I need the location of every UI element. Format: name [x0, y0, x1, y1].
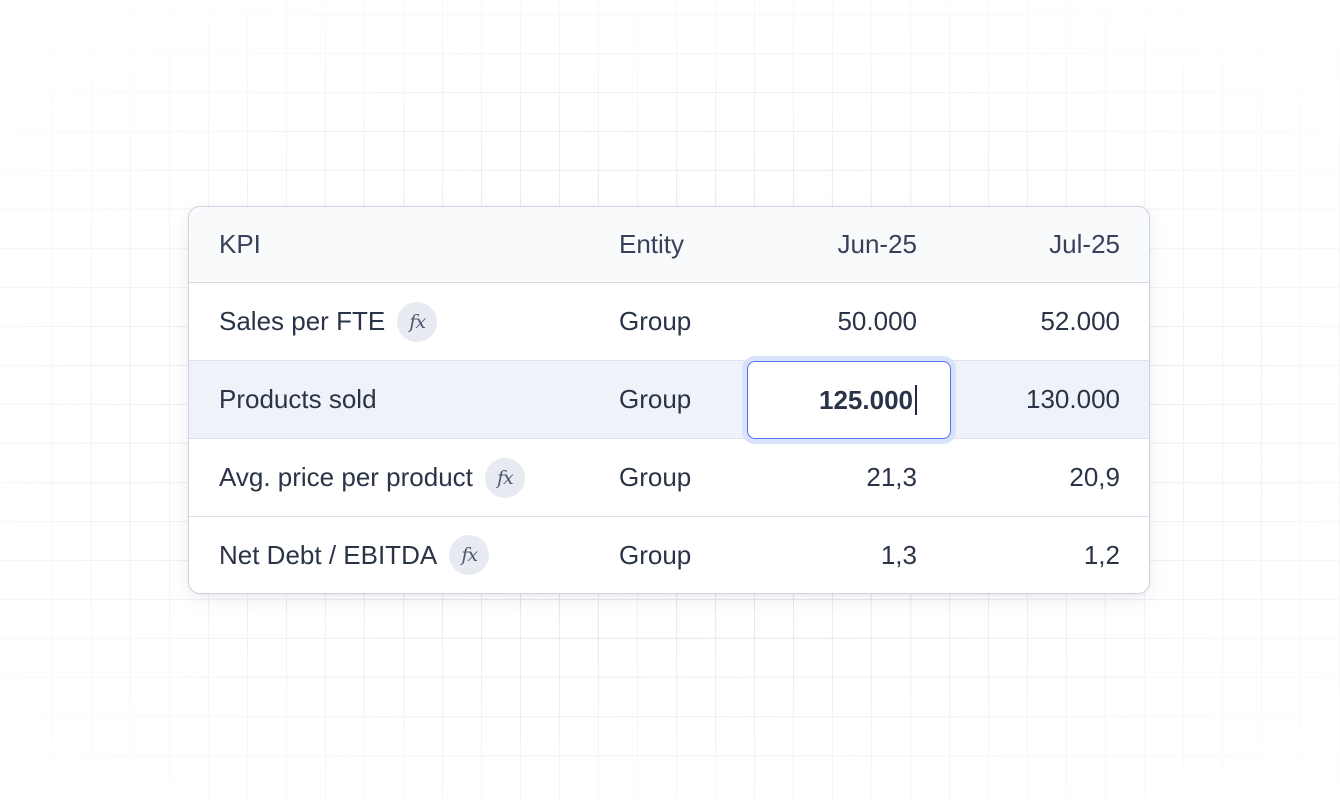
kpi-cell[interactable]: Sales per FTE fx [219, 301, 438, 342]
kpi-cell[interactable]: Products sold [219, 384, 377, 415]
value-cell-jul-25[interactable]: 52.000 [1040, 306, 1120, 336]
kpi-table: KPI Entity Jun-25 Jul-25 Sales per FTE f… [188, 206, 1150, 594]
entity-cell[interactable]: Group [619, 384, 692, 414]
kpi-cell[interactable]: Net Debt / EBITDA fx [219, 535, 490, 575]
value-cell-jun-25[interactable]: 50.000 [837, 306, 917, 336]
value-cell-jun-25[interactable]: 1,3 [880, 539, 917, 570]
header-jul-25[interactable]: Jul-25 [1049, 229, 1120, 259]
table-row[interactable]: Avg. price per product fx Group 21,3 20,… [189, 439, 1149, 517]
value-cell-jul-25[interactable]: 130.000 [1026, 384, 1120, 414]
header-jun-25[interactable]: Jun-25 [837, 229, 918, 259]
table-header: KPI Entity Jun-25 Jul-25 [189, 207, 1149, 283]
kpi-cell[interactable]: Avg. price per product fx [219, 457, 525, 498]
value-cell-jul-25[interactable]: 20,9 [1069, 462, 1120, 492]
entity-cell[interactable]: Group [619, 539, 692, 570]
table-row[interactable]: Sales per FTE fx Group 50.000 52.000 [189, 283, 1149, 361]
editing-cell-jun-25[interactable]: 125.000 [747, 361, 951, 439]
kpi-label: Net Debt / EBITDA [219, 539, 438, 570]
entity-cell[interactable]: Group [619, 306, 692, 336]
cell-edit-input[interactable]: 125.000 [747, 361, 951, 439]
fx-icon[interactable]: fx [484, 457, 525, 498]
header-kpi[interactable]: KPI [219, 229, 261, 259]
fx-icon[interactable]: fx [397, 301, 438, 342]
table-row-selected[interactable]: Products sold Group 130.000 [189, 361, 1149, 439]
entity-cell[interactable]: Group [619, 462, 692, 492]
cell-edit-value: 125.000 [819, 384, 913, 415]
kpi-label: Products sold [219, 384, 377, 414]
kpi-label: Sales per FTE [219, 306, 386, 336]
text-caret [915, 385, 917, 415]
table-row[interactable]: Net Debt / EBITDA fx Group 1,3 1,2 [189, 517, 1149, 593]
value-cell-jul-25[interactable]: 1,2 [1083, 539, 1120, 570]
fx-icon[interactable]: fx [449, 535, 490, 575]
value-cell-jun-25[interactable]: 21,3 [866, 462, 917, 492]
header-entity[interactable]: Entity [619, 229, 685, 259]
kpi-label: Avg. price per product [219, 462, 473, 492]
